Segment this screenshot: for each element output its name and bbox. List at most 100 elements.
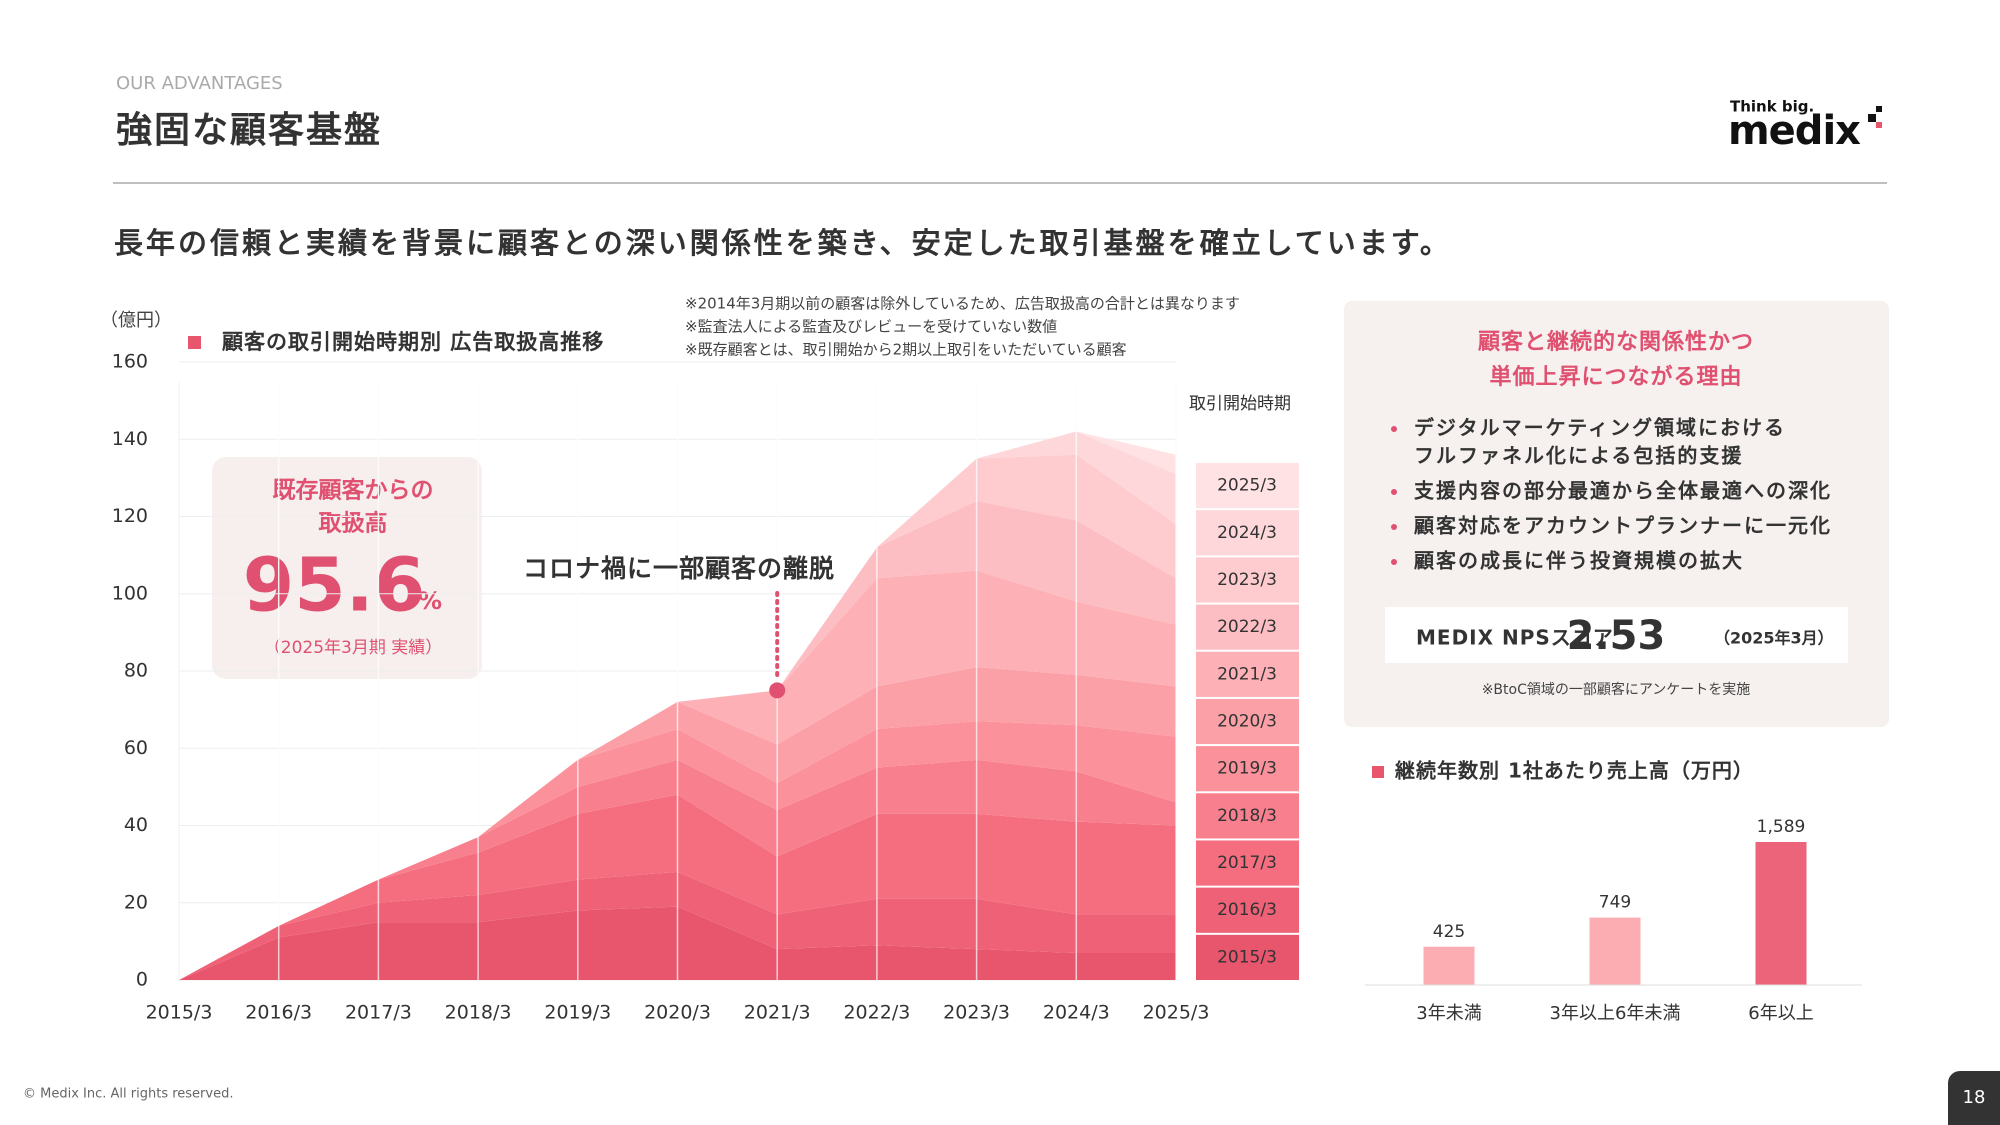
legend-swatch [1196,651,1299,697]
x-tick-label: 2016/3 [245,1002,312,1024]
y-tick-label: 80 [124,660,148,682]
legend-label: 2018/3 [1217,806,1277,826]
x-tick-label: 2017/3 [345,1002,412,1024]
value-label: 1,589 [1757,817,1806,837]
x-tick-label: 2018/3 [445,1002,512,1024]
legend-label: 2023/3 [1217,570,1277,590]
legend-label: 2021/3 [1217,664,1277,684]
legend-swatch [1196,793,1299,839]
x-tick-label: 2021/3 [744,1002,811,1024]
legend-label: 2020/3 [1217,712,1277,732]
chart-title: 顧客の取引開始時期別 広告取扱高推移 [221,330,604,354]
chart-note: ※既存顧客とは、取引開始から2期以上取引をいただいている顧客 [685,341,1127,359]
y-tick-label: 100 [112,582,148,604]
legend-swatch [1196,463,1299,509]
logo-mark [1868,114,1876,122]
y-tick-label: 160 [112,351,148,373]
nps-box [1385,607,1848,663]
page-number-box [1948,1071,2000,1125]
panel-heading: 単価上昇につながる理由 [1489,364,1742,390]
bar [1589,917,1641,985]
x-tick-label: 2020/3 [644,1002,711,1024]
page-title: 強固な顧客基盤 [116,110,382,151]
legend-swatch [1196,840,1299,886]
chart-note: ※2014年3月期以前の顧客は除外しているため、広告取扱高の合計とは異なります [685,295,1240,313]
y-tick-label: 20 [124,891,148,913]
chart-title: 継続年数別 1社あたり売上高（万円） [1394,759,1754,783]
bullet-dot [1391,426,1397,432]
x-tick-label: 2024/3 [1043,1002,1110,1024]
legend-title: 取引開始時期 [1189,394,1291,414]
headline: 長年の信頼と実績を背景に顧客との深い関係性を築き、安定した取引基盤を確立していま… [114,226,1452,260]
panel-heading: 顧客と継続的な関係性かつ [1478,329,1754,355]
nps-value: 2.53 [1567,613,1666,659]
legend-label: 2015/3 [1217,947,1277,967]
x-tick-label: 2025/3 [1143,1002,1210,1024]
y-tick-label: 140 [112,428,148,450]
callout-note: （2025年3月期 実績） [264,638,442,658]
area-layer [179,794,1176,980]
legend-swatch [1196,934,1299,980]
legend-swatch [1196,604,1299,650]
callout-text: 既存顧客からの [273,477,434,504]
x-tick-label: 6年以上 [1748,1003,1813,1024]
chart-note: ※監査法人による監査及びレビューを受けていない数値 [685,318,1057,336]
chart-title-marker [1372,766,1384,778]
logo-mark [1876,106,1882,112]
bar [1423,946,1475,985]
eyebrow: OUR ADVANTAGES [116,73,283,94]
x-tick-label: 2015/3 [146,1002,213,1024]
y-tick-label: 120 [112,505,148,527]
bar [1755,842,1807,985]
logo-tagline: Think big. [1730,98,1814,116]
y-tick-label: 60 [124,737,148,759]
legend-swatch [1196,746,1299,792]
callout-box [212,457,482,679]
legend-label: 2019/3 [1217,759,1277,779]
legend-label: 2017/3 [1217,853,1277,873]
legend-label: 2016/3 [1217,900,1277,920]
bullet-dot [1391,524,1397,530]
value-label: 425 [1433,922,1465,942]
area-layer [179,570,1176,980]
page-number: 18 [1963,1087,1986,1108]
x-tick-label: 2022/3 [843,1002,910,1024]
value-label: 749 [1599,893,1631,913]
logo: medix [1728,108,1861,154]
bullet-dot [1391,559,1397,565]
annotation-dot [769,682,786,699]
bullet-text: 顧客対応をアカウントプランナーに一元化 [1413,514,1832,538]
x-tick-label: 2019/3 [544,1002,611,1024]
legend-label: 2025/3 [1217,476,1277,496]
legend-label: 2022/3 [1217,617,1277,637]
bullet-text: フルファネル化による包括的支援 [1414,444,1743,468]
callout-text: 取扱高 [319,511,388,537]
y-unit: （億円） [100,310,172,331]
x-tick-label: 2023/3 [943,1002,1010,1024]
callout-unit: % [418,587,442,615]
bullet-dot [1391,489,1397,495]
bullet-text: 顧客の成長に伴う投資規模の拡大 [1413,549,1744,573]
legend-label: 2024/3 [1217,523,1277,543]
x-tick-label: 3年以上6年未満 [1550,1003,1681,1024]
nps-label: MEDIX NPSスコア [1416,626,1614,650]
legend-swatch [1196,887,1299,933]
x-tick-label: 3年未満 [1416,1003,1481,1024]
legend-swatch [1196,510,1299,556]
nps-note: ※BtoC領域の一部顧客にアンケートを実施 [1482,681,1751,698]
bullet-text: デジタルマーケティング領域における [1414,416,1786,440]
callout-value: 95.6 [243,543,426,629]
legend-swatch [1196,698,1299,745]
chart-title-marker [188,336,201,349]
legend-swatch [1196,557,1299,603]
y-tick-label: 0 [136,969,148,991]
copyright: © Medix Inc. All rights reserved. [23,1087,233,1102]
annotation: コロナ禍に一部顧客の離脱 [523,554,835,583]
y-tick-label: 40 [124,814,148,836]
bullet-text: 支援内容の部分最適から全体最適への深化 [1414,479,1832,503]
nps-period: （2025年3月） [1714,629,1834,648]
logo-mark [1876,122,1882,128]
